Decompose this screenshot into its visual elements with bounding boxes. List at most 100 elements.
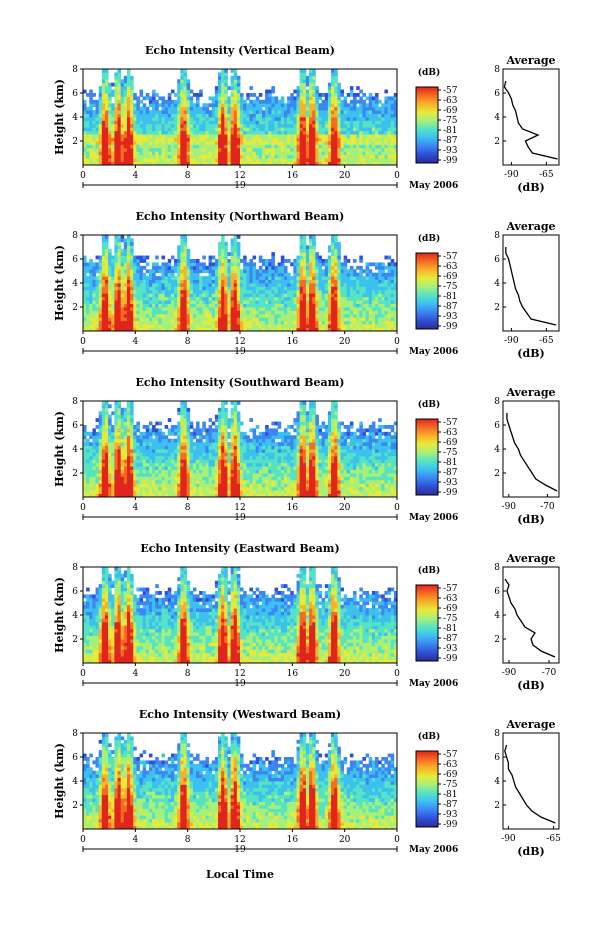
- colorbar-tick-label: -75: [443, 282, 458, 292]
- colorbar-tick-label: -87: [443, 136, 458, 146]
- average-x-tick-label: -90: [501, 834, 516, 844]
- panel-title: Echo Intensity (Westward Beam): [139, 708, 341, 721]
- x-tick-label: 20: [339, 835, 351, 845]
- average-y-tick-label: 6: [494, 587, 500, 597]
- panel-3: Echo Intensity (Southward Beam) 2 4 6 8 Heigh…: [53, 376, 560, 526]
- colorbar-tick-label: -81: [443, 790, 458, 800]
- average-frame: [502, 566, 560, 664]
- average-x-tick-label: -65: [546, 834, 561, 844]
- colorbar-tick-label: -81: [443, 458, 458, 468]
- x-tick-label: 8: [185, 669, 191, 679]
- x-tick-label: 8: [185, 835, 191, 845]
- x-tick-label: 16: [287, 171, 299, 181]
- average-x-tick-label: -90: [504, 170, 519, 180]
- day-label: 19: [234, 845, 246, 855]
- colorbar-unit: (dB): [418, 67, 440, 78]
- colorbar-tick-label: -99: [443, 488, 458, 498]
- heatmap: [83, 401, 398, 498]
- colorbar-tick-label: -57: [443, 584, 458, 594]
- x-tick-label: 4: [132, 337, 138, 347]
- colorbar-tick-label: -93: [443, 810, 458, 820]
- colorbar-tick-label: -81: [443, 292, 458, 302]
- x-tick-label: 16: [287, 337, 299, 347]
- panel-title: Echo Intensity (Vertical Beam): [145, 44, 335, 57]
- average-y-tick-label: 8: [494, 729, 500, 739]
- colorbar-tick-label: -87: [443, 800, 458, 810]
- y-tick-label: 8: [72, 397, 78, 407]
- average-y-tick-label: 2: [494, 801, 500, 811]
- average-profile-line: [503, 80, 558, 160]
- y-tick-label: 4: [72, 279, 78, 289]
- colorbar-unit: (dB): [418, 731, 440, 742]
- x-tick-label: 0: [80, 171, 86, 181]
- average-x-tick-label: -70: [542, 668, 557, 678]
- y-tick-label: 2: [72, 469, 78, 479]
- colorbar-tick-label: -87: [443, 634, 458, 644]
- x-tick-label: 8: [185, 503, 191, 513]
- heatmap: [83, 567, 398, 664]
- x-tick-label: 4: [132, 835, 138, 845]
- average-y-tick-label: 2: [494, 469, 500, 479]
- average-y-tick-label: 6: [494, 89, 500, 99]
- x-tick-label: 4: [132, 171, 138, 181]
- colorbar-tick-label: -93: [443, 644, 458, 654]
- day-label: 19: [234, 513, 246, 523]
- average-title: Average: [505, 220, 555, 233]
- colorbar: [415, 252, 439, 330]
- x-tick-label: 20: [339, 669, 351, 679]
- colorbar-tick-label: -99: [443, 322, 458, 332]
- colorbar-tick-label: -69: [443, 272, 458, 282]
- x-tick-label: 20: [339, 337, 351, 347]
- x-axis-title: Local Time: [206, 868, 274, 881]
- x-tick-label: 0: [80, 835, 86, 845]
- colorbar-tick-label: -69: [443, 770, 458, 780]
- colorbar-tick-label: -63: [443, 760, 458, 770]
- colorbar-tick-label: -99: [443, 654, 458, 664]
- x-tick-label: 8: [185, 337, 191, 347]
- y-tick-label: 6: [72, 587, 78, 597]
- x-tick-label: 0: [394, 171, 400, 181]
- average-y-tick-label: 4: [494, 777, 500, 787]
- day-label: 19: [234, 679, 246, 689]
- colorbar: [415, 584, 439, 662]
- x-tick-label: 0: [80, 503, 86, 513]
- average-y-tick-label: 4: [494, 445, 500, 455]
- y-tick-label: 8: [72, 729, 78, 739]
- x-tick-label: 8: [185, 171, 191, 181]
- colorbar-tick-label: -57: [443, 750, 458, 760]
- colorbar-tick-label: -63: [443, 96, 458, 106]
- y-axis-title: Height (km): [53, 245, 66, 321]
- x-tick-label: 0: [394, 503, 400, 513]
- y-tick-label: 6: [72, 255, 78, 265]
- average-y-tick-label: 6: [494, 255, 500, 265]
- average-profile-line: [506, 413, 558, 492]
- colorbar-tick-label: -63: [443, 262, 458, 272]
- average-x-tick-label: -90: [502, 502, 517, 512]
- x-tick-label: 12: [234, 669, 245, 679]
- average-title: Average: [505, 54, 555, 67]
- x-tick-label: 12: [234, 337, 245, 347]
- average-profile-line: [504, 744, 556, 824]
- colorbar-tick-label: -81: [443, 126, 458, 136]
- panel-5: Echo Intensity (Westward Beam) 2 4 6 8 Height…: [53, 708, 561, 858]
- y-axis-title: Height (km): [53, 411, 66, 487]
- colorbar-unit: (dB): [418, 565, 440, 576]
- average-xlabel: (dB): [517, 347, 544, 360]
- date-label: May 2006: [409, 679, 458, 689]
- heatmap: [83, 69, 398, 166]
- colorbar: [415, 86, 439, 164]
- x-tick-label: 16: [287, 669, 299, 679]
- x-tick-label: 16: [287, 835, 299, 845]
- x-tick-label: 0: [394, 337, 400, 347]
- average-xlabel: (dB): [517, 845, 544, 858]
- x-tick-label: 0: [80, 337, 86, 347]
- y-axis-title: Height (km): [53, 577, 66, 653]
- average-y-tick-label: 8: [494, 397, 500, 407]
- panel-4: Echo Intensity (Eastward Beam) 2 4 6 8 Height…: [53, 542, 560, 692]
- average-y-tick-label: 8: [494, 563, 500, 573]
- colorbar-tick-label: -93: [443, 312, 458, 322]
- y-tick-label: 6: [72, 753, 78, 763]
- average-y-tick-label: 4: [494, 611, 500, 621]
- y-axis-title: Height (km): [53, 79, 66, 155]
- day-label: 19: [234, 347, 246, 357]
